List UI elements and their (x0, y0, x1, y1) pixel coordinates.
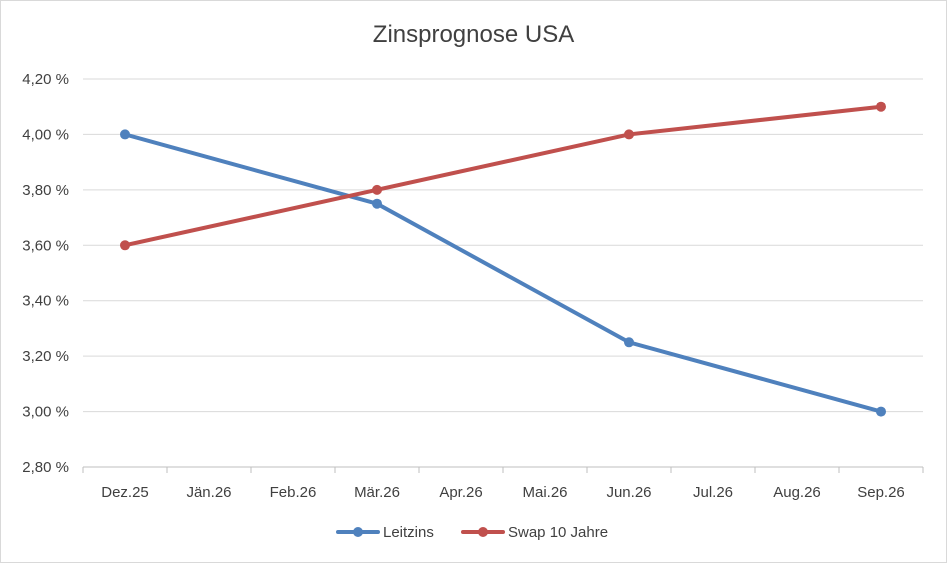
legend-label: Leitzins (383, 524, 434, 541)
data-point (372, 198, 382, 209)
data-point (120, 240, 130, 251)
series-line-1 (123, 132, 883, 414)
x-tick-label: Mai.26 (522, 484, 567, 501)
y-tick-label: 3,60 % (22, 237, 69, 254)
chart-title: Zinsprognose USA (372, 21, 575, 48)
data-point (372, 184, 382, 195)
data-point (624, 337, 634, 348)
x-tick-label: Dez.25 (101, 484, 149, 501)
y-tick-label: 4,00 % (22, 126, 69, 143)
legend-swatch-marker (478, 527, 488, 537)
data-point (876, 101, 886, 112)
x-tick-label: Jun.26 (606, 484, 651, 501)
legend-label: Swap 10 Jahre (508, 524, 608, 541)
x-tick-label: Mär.26 (354, 484, 400, 501)
x-tick-label: Feb.26 (270, 484, 317, 501)
y-tick-label: 2,80 % (22, 459, 69, 476)
x-tick-label: Aug.26 (773, 484, 821, 501)
x-tick-label: Jul.26 (693, 484, 733, 501)
data-point (876, 406, 886, 417)
data-point (624, 129, 634, 140)
y-tick-label: 4,20 % (22, 71, 69, 88)
y-tick-label: 3,40 % (22, 293, 69, 310)
data-point (120, 129, 130, 140)
x-tick-label: Apr.26 (439, 484, 482, 501)
y-tick-label: 3,80 % (22, 182, 69, 199)
legend-swatch-marker (353, 527, 363, 537)
series-line-2 (123, 104, 883, 248)
x-tick-label: Sep.26 (857, 484, 905, 501)
x-tick-label: Jän.26 (186, 484, 231, 501)
y-tick-label: 3,00 % (22, 404, 69, 421)
y-tick-label: 3,20 % (22, 348, 69, 365)
